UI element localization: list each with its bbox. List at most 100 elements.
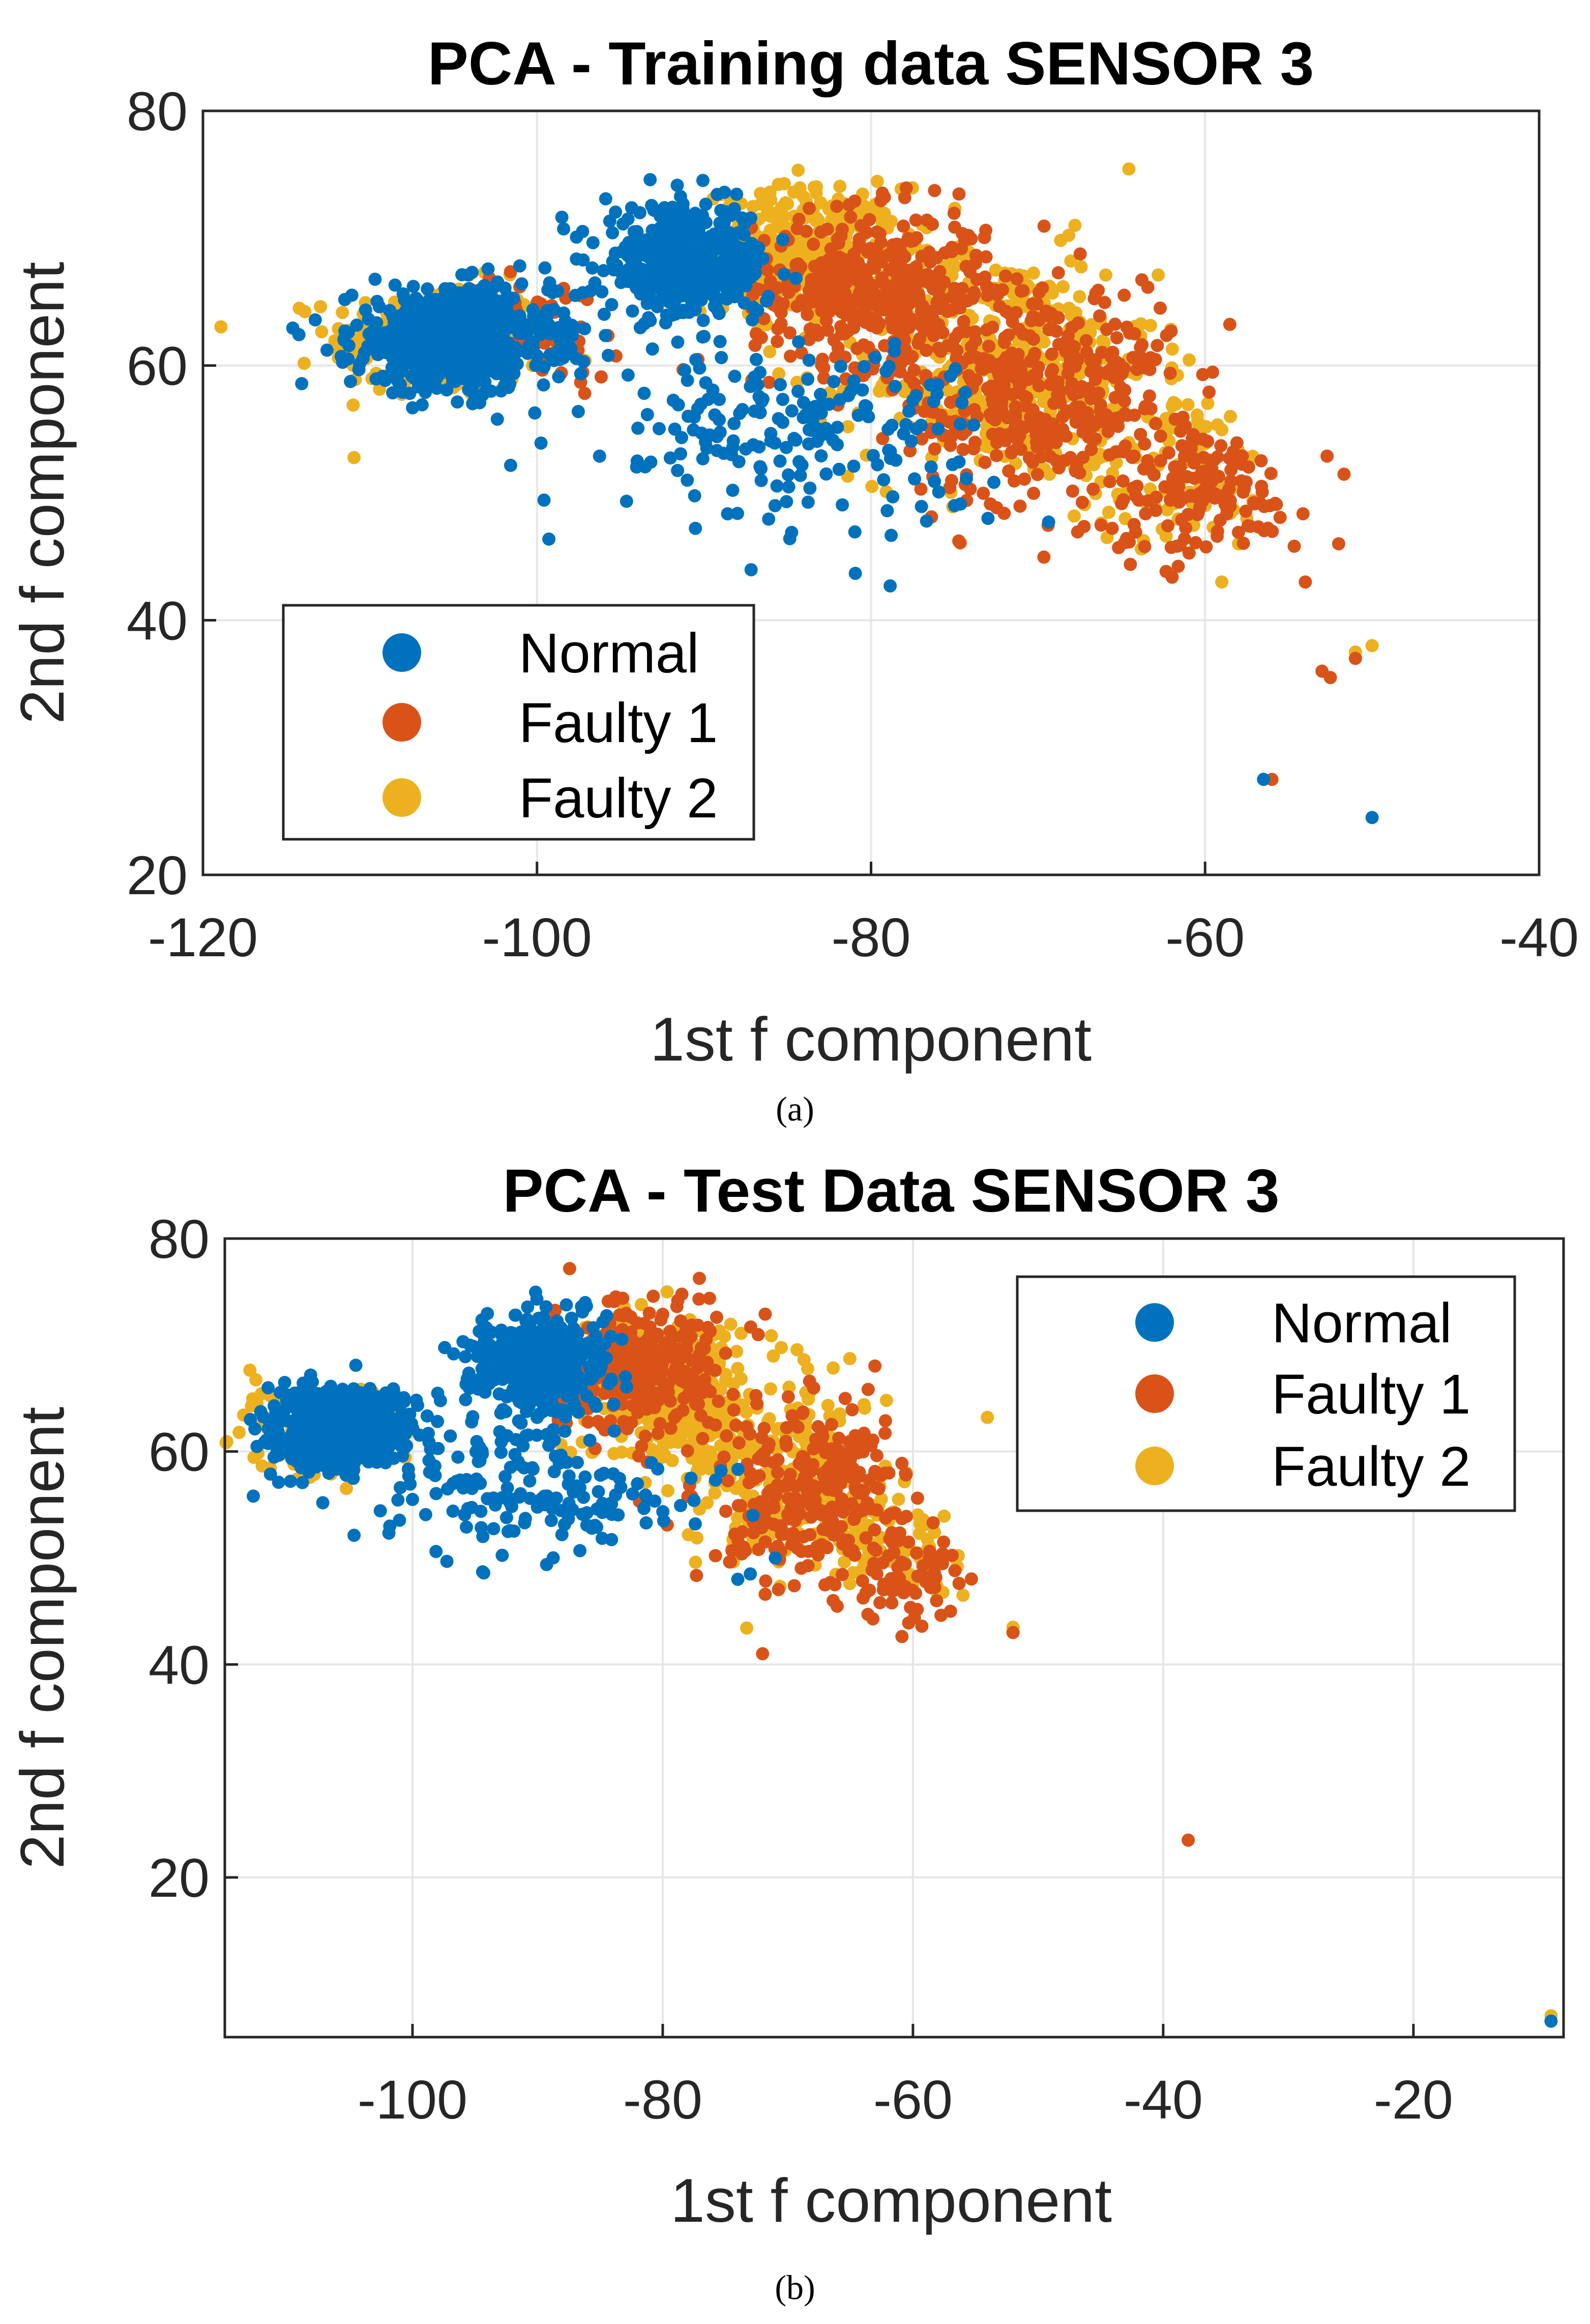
data-point-normal — [570, 252, 583, 266]
data-point-faulty-1 — [1176, 410, 1190, 424]
data-point-faulty-1 — [641, 1345, 655, 1359]
data-point-faulty-1 — [1170, 491, 1184, 505]
data-point-faulty-1 — [834, 229, 848, 243]
chart-a-x-axis-label: 1st f component — [650, 1005, 1092, 1074]
data-point-normal — [848, 525, 862, 539]
data-point-faulty-1 — [1026, 297, 1040, 311]
data-point-faulty-2 — [347, 451, 361, 464]
data-point-normal — [541, 283, 555, 297]
data-point-faulty-1 — [983, 407, 997, 421]
data-point-normal — [551, 284, 565, 298]
data-point-faulty-2 — [772, 367, 786, 380]
legend-label-faulty-2: Faulty 2 — [519, 767, 718, 830]
data-point-faulty-1 — [1164, 541, 1178, 554]
data-point-faulty-1 — [1044, 419, 1057, 432]
data-point-faulty-2 — [763, 345, 777, 359]
data-point-normal — [350, 318, 364, 332]
data-point-normal — [471, 297, 484, 311]
data-point-faulty-1 — [928, 442, 941, 456]
data-point-normal — [633, 206, 646, 220]
data-point-faulty-1 — [901, 267, 915, 281]
data-point-normal — [588, 276, 602, 290]
data-point-faulty-1 — [1011, 347, 1025, 361]
data-point-normal — [675, 431, 688, 445]
data-point-faulty-1 — [1029, 311, 1043, 325]
data-point-faulty-2 — [746, 200, 760, 214]
data-point-faulty-2 — [1183, 353, 1196, 367]
data-point-faulty-1 — [903, 444, 917, 458]
data-point-faulty-1 — [794, 1562, 808, 1575]
data-point-faulty-1 — [990, 436, 1004, 450]
data-point-normal — [1365, 811, 1379, 825]
data-point-faulty-1 — [1231, 525, 1245, 539]
data-point-normal — [599, 329, 612, 342]
data-point-normal — [673, 190, 687, 203]
data-point-faulty-1 — [993, 300, 1007, 313]
data-point-faulty-1 — [915, 269, 928, 282]
data-point-normal — [715, 351, 728, 364]
data-point-faulty-2 — [807, 181, 821, 194]
data-point-normal — [661, 258, 674, 272]
data-point-faulty-1 — [875, 271, 889, 285]
data-point-normal — [696, 209, 710, 222]
data-point-normal — [687, 423, 700, 437]
data-point-faulty-2 — [1087, 458, 1101, 472]
data-point-faulty-1 — [978, 231, 991, 244]
data-point-faulty-1 — [1142, 462, 1156, 475]
data-point-faulty-1 — [667, 1347, 681, 1361]
data-point-faulty-1 — [1075, 415, 1088, 428]
data-point-faulty-2 — [1191, 415, 1204, 428]
data-point-faulty-1 — [701, 1320, 715, 1334]
data-point-normal — [685, 283, 699, 297]
data-point-faulty-2 — [1074, 260, 1088, 274]
data-point-faulty-1 — [1001, 362, 1015, 375]
data-point-faulty-2 — [1365, 639, 1379, 653]
data-point-normal — [421, 282, 434, 296]
data-point-normal — [515, 277, 528, 291]
data-point-normal — [468, 372, 482, 386]
data-point-faulty-1 — [1315, 664, 1329, 678]
data-point-faulty-1 — [1165, 570, 1179, 584]
data-point-faulty-1 — [938, 246, 952, 260]
data-point-normal — [451, 286, 464, 300]
data-point-normal — [726, 483, 740, 497]
data-point-faulty-1 — [1023, 329, 1037, 343]
legend-marker-faulty-2 — [382, 778, 421, 817]
data-point-faulty-2 — [764, 1329, 778, 1343]
data-point-faulty-1 — [836, 252, 849, 266]
data-point-faulty-1 — [1223, 317, 1236, 331]
data-point-normal — [981, 512, 995, 525]
data-point-faulty-1 — [1045, 347, 1058, 361]
data-point-normal — [762, 512, 776, 526]
data-point-faulty-1 — [994, 372, 1008, 386]
data-point-faulty-1 — [784, 349, 797, 363]
data-point-normal — [884, 579, 897, 593]
data-point-normal — [1042, 515, 1055, 529]
data-point-normal — [542, 532, 556, 546]
data-point-faulty-1 — [988, 283, 1002, 297]
data-point-faulty-2 — [772, 178, 785, 191]
data-point-faulty-1 — [1086, 482, 1100, 496]
data-point-normal — [730, 507, 744, 520]
data-point-faulty-1 — [726, 1388, 740, 1401]
data-point-faulty-1 — [1073, 247, 1087, 261]
data-point-faulty-1 — [709, 1549, 722, 1563]
data-point-normal — [716, 221, 730, 234]
data-point-normal — [732, 455, 746, 468]
data-point-normal — [886, 490, 900, 504]
data-point-faulty-1 — [889, 239, 903, 252]
data-point-normal — [372, 300, 386, 313]
data-point-faulty-2 — [911, 1508, 925, 1522]
data-point-faulty-1 — [1100, 322, 1113, 336]
data-point-normal — [507, 367, 521, 380]
data-point-faulty-1 — [1112, 410, 1126, 424]
data-point-faulty-1 — [709, 1364, 722, 1377]
data-point-normal — [490, 413, 504, 426]
data-point-normal — [897, 427, 910, 440]
data-point-faulty-2 — [870, 174, 884, 188]
data-point-faulty-1 — [692, 1292, 706, 1306]
data-point-normal — [776, 393, 789, 406]
data-point-faulty-1 — [827, 333, 841, 347]
data-point-faulty-1 — [951, 288, 964, 302]
data-point-normal — [696, 452, 710, 465]
